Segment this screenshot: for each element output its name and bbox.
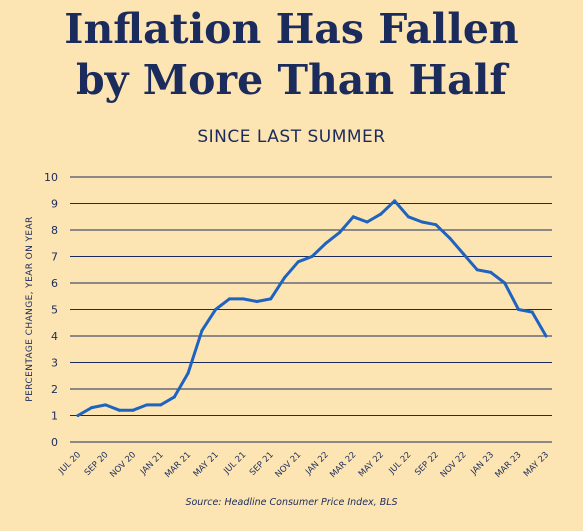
x-tick-label: MAR 21 [163, 450, 193, 480]
data-point [296, 260, 300, 264]
y-tick-label: 1 [51, 410, 58, 423]
x-tick-label: SEP 20 [83, 450, 111, 478]
data-point [282, 276, 286, 280]
x-tick-label: MAR 23 [493, 450, 523, 480]
data-point [131, 408, 135, 412]
data-point [76, 414, 80, 417]
data-point [200, 329, 204, 333]
y-tick-label: 9 [51, 198, 58, 211]
data-point [448, 236, 452, 240]
x-tick-label: JAN 23 [468, 450, 496, 478]
data-point [104, 403, 108, 407]
data-point [489, 270, 493, 274]
x-tick-label: JUL 22 [387, 450, 414, 477]
data-point [503, 281, 507, 285]
y-tick-label: 10 [44, 171, 58, 184]
data-point [338, 231, 342, 235]
x-tick-label: MAY 21 [192, 450, 221, 479]
data-point [324, 241, 328, 245]
x-tick-label: JAN 21 [138, 450, 166, 478]
data-point [145, 403, 149, 407]
data-point [117, 408, 121, 412]
y-tick-label: 2 [51, 383, 58, 396]
data-point [544, 334, 548, 338]
y-axis-label: PERCENTAGE CHANGE, YEAR ON YEAR [25, 216, 35, 401]
x-tick-label: NOV 22 [439, 450, 469, 480]
y-tick-label: 5 [51, 304, 58, 317]
gridlines [70, 176, 552, 443]
data-point [214, 308, 218, 311]
x-tick-label: MAY 22 [357, 450, 386, 479]
chart-subtitle: SINCE LAST SUMMER [197, 127, 386, 147]
data-point [241, 297, 245, 301]
data-point [227, 297, 231, 301]
x-tick-label: JAN 22 [303, 450, 331, 478]
data-point [406, 215, 410, 219]
x-tick-label: NOV 21 [273, 450, 303, 480]
data-point [420, 220, 424, 224]
y-axis-tick-labels: 0 1 2 3 4 5 6 7 8 9 10 [44, 171, 58, 449]
data-point [159, 403, 163, 407]
data-point [461, 252, 465, 256]
data-point [255, 300, 259, 304]
y-tick-label: 4 [51, 330, 58, 343]
x-tick-label: JUL 21 [221, 450, 248, 477]
data-point [310, 255, 314, 258]
y-tick-label: 3 [51, 357, 58, 370]
data-point [172, 395, 176, 399]
data-point [269, 297, 273, 301]
series-line-0 [76, 199, 548, 417]
data-point [516, 308, 520, 311]
x-tick-label: MAR 22 [328, 450, 358, 480]
data-point [530, 310, 534, 314]
y-tick-label: 0 [51, 436, 58, 449]
data-point [186, 371, 190, 375]
data-point [365, 220, 369, 224]
x-tick-label: SEP 22 [413, 450, 441, 478]
x-tick-label: NOV 20 [108, 450, 138, 480]
series-layer [76, 199, 548, 417]
data-point [379, 212, 383, 216]
data-point [351, 215, 355, 219]
x-tick-label: MAY 23 [522, 450, 551, 479]
data-point [393, 199, 397, 203]
x-tick-label: SEP 21 [248, 450, 276, 478]
y-tick-label: 6 [51, 277, 58, 290]
chart-title-line-2: by More Than Half [76, 56, 507, 104]
data-point [475, 268, 479, 272]
source-note: Source: Headline Consumer Price Index, B… [185, 497, 398, 508]
y-tick-label: 7 [51, 251, 58, 264]
data-point [434, 223, 438, 227]
chart-title-line-1: Inflation Has Fallen [64, 5, 519, 53]
chart-title: Inflation Has Fallen by More Than Half [0, 4, 583, 106]
x-tick-label: JUL 20 [56, 450, 83, 477]
y-tick-label: 8 [51, 224, 58, 237]
data-point [90, 406, 94, 410]
